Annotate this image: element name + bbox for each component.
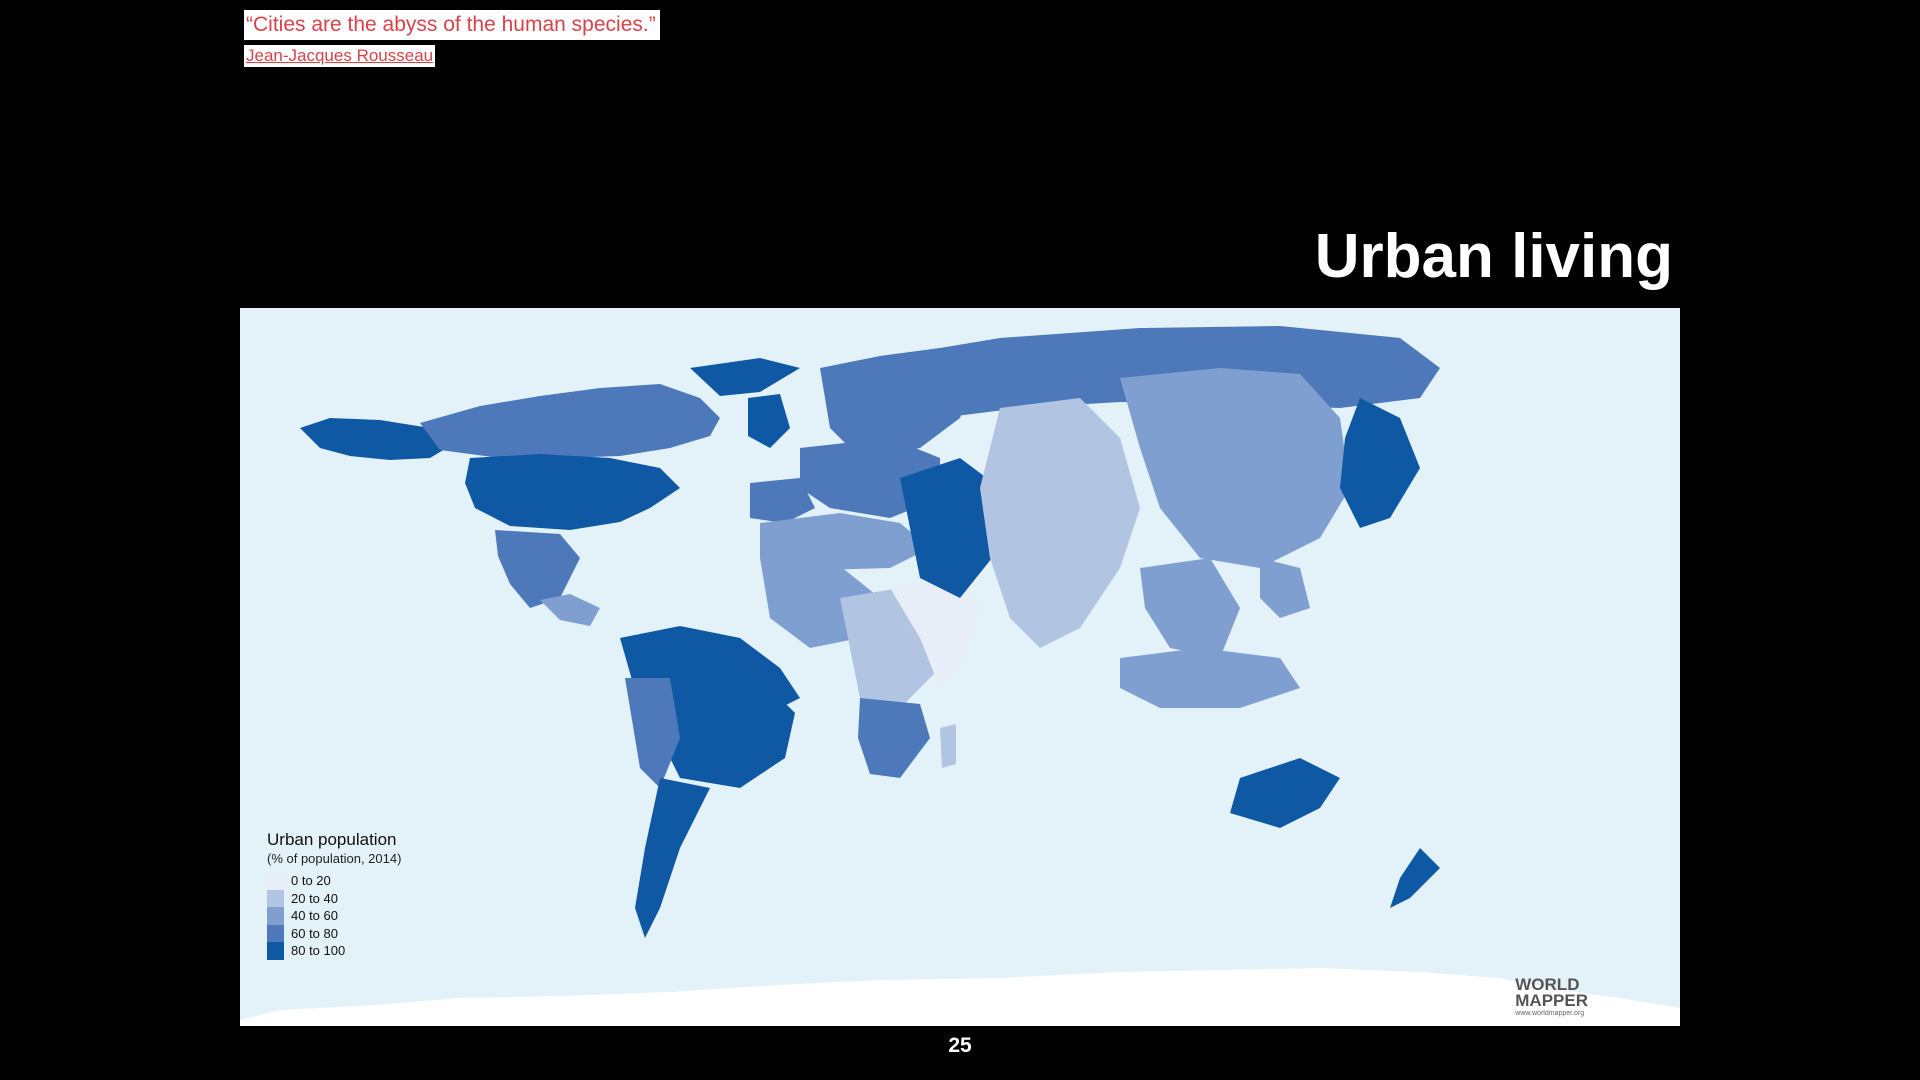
quote-author-link[interactable]: Jean-Jacques Rousseau: [246, 46, 434, 65]
brand-line1: WORLD: [1515, 975, 1580, 994]
indonesia-shape: [1120, 648, 1300, 708]
legend-swatch: [267, 889, 284, 907]
philippines-shape: [1260, 558, 1310, 618]
legend-label: 60 to 80: [291, 925, 338, 941]
legend-label: 40 to 60: [291, 908, 338, 924]
legend-item: 0 to 20: [267, 872, 401, 890]
quote-text: “Cities are the abyss of the human speci…: [246, 13, 656, 36]
alaska-shape: [300, 418, 450, 460]
andes-shape: [625, 678, 680, 788]
page-number: 25: [948, 1034, 972, 1057]
japan-shape: [1340, 398, 1420, 528]
australia-shape: [1230, 758, 1340, 828]
quote-box: “Cities are the abyss of the human speci…: [244, 10, 660, 40]
legend-swatch: [267, 872, 284, 890]
antarctica-shape: [240, 968, 1680, 1026]
brand-line2: MAPPER: [1515, 991, 1588, 1010]
brazil-shape: [660, 678, 795, 788]
usa-shape: [465, 454, 680, 530]
quote-author-box[interactable]: Jean-Jacques Rousseau: [244, 45, 436, 67]
east-africa-shape: [890, 578, 980, 688]
brand-url: www.worldmapper.org: [1515, 1010, 1585, 1017]
map-legend: Urban population (% of population, 2014)…: [267, 830, 401, 960]
map-shapes: [240, 326, 1680, 1026]
legend-item: 60 to 80: [267, 924, 401, 942]
china-shape: [1120, 368, 1350, 568]
southern-africa-shape: [858, 698, 930, 778]
legend-item: 40 to 60: [267, 907, 401, 925]
canada-shape: [420, 384, 720, 458]
legend-swatch: [267, 924, 284, 942]
legend-swatch: [267, 907, 284, 925]
mexico-shape: [495, 530, 580, 608]
legend-subtitle: (% of population, 2014): [267, 851, 402, 866]
worldmapper-logo: WORLD MAPPER www.worldmapper.org: [1515, 975, 1588, 1018]
legend-title: Urban population: [267, 830, 397, 849]
legend-items: 0 to 20 20 to 40 40 to 60 60 to 80 80 to 100: [267, 872, 401, 960]
central-america-shape: [540, 594, 600, 626]
legend-label: 20 to 40: [291, 890, 338, 906]
legend-item: 20 to 40: [267, 889, 401, 907]
legend-item: 80 to 100: [267, 942, 401, 960]
slide-title: Urban living: [1314, 222, 1673, 291]
argentina-shape: [635, 778, 710, 938]
middle-east-shape: [900, 458, 1000, 598]
iberia-shape: [750, 478, 815, 523]
legend-label: 0 to 20: [291, 873, 331, 889]
cartogram-map: Urban population (% of population, 2014)…: [240, 308, 1680, 1026]
north-africa-shape: [760, 513, 930, 570]
india-shape: [980, 398, 1140, 648]
uk-shape: [748, 394, 790, 448]
southeast-asia-shape: [1140, 558, 1240, 658]
madagascar-shape: [940, 724, 956, 768]
legend-swatch: [267, 942, 284, 960]
legend-label: 80 to 100: [291, 943, 346, 959]
new-zealand-shape: [1390, 848, 1440, 908]
greenland-shape: [690, 358, 800, 396]
